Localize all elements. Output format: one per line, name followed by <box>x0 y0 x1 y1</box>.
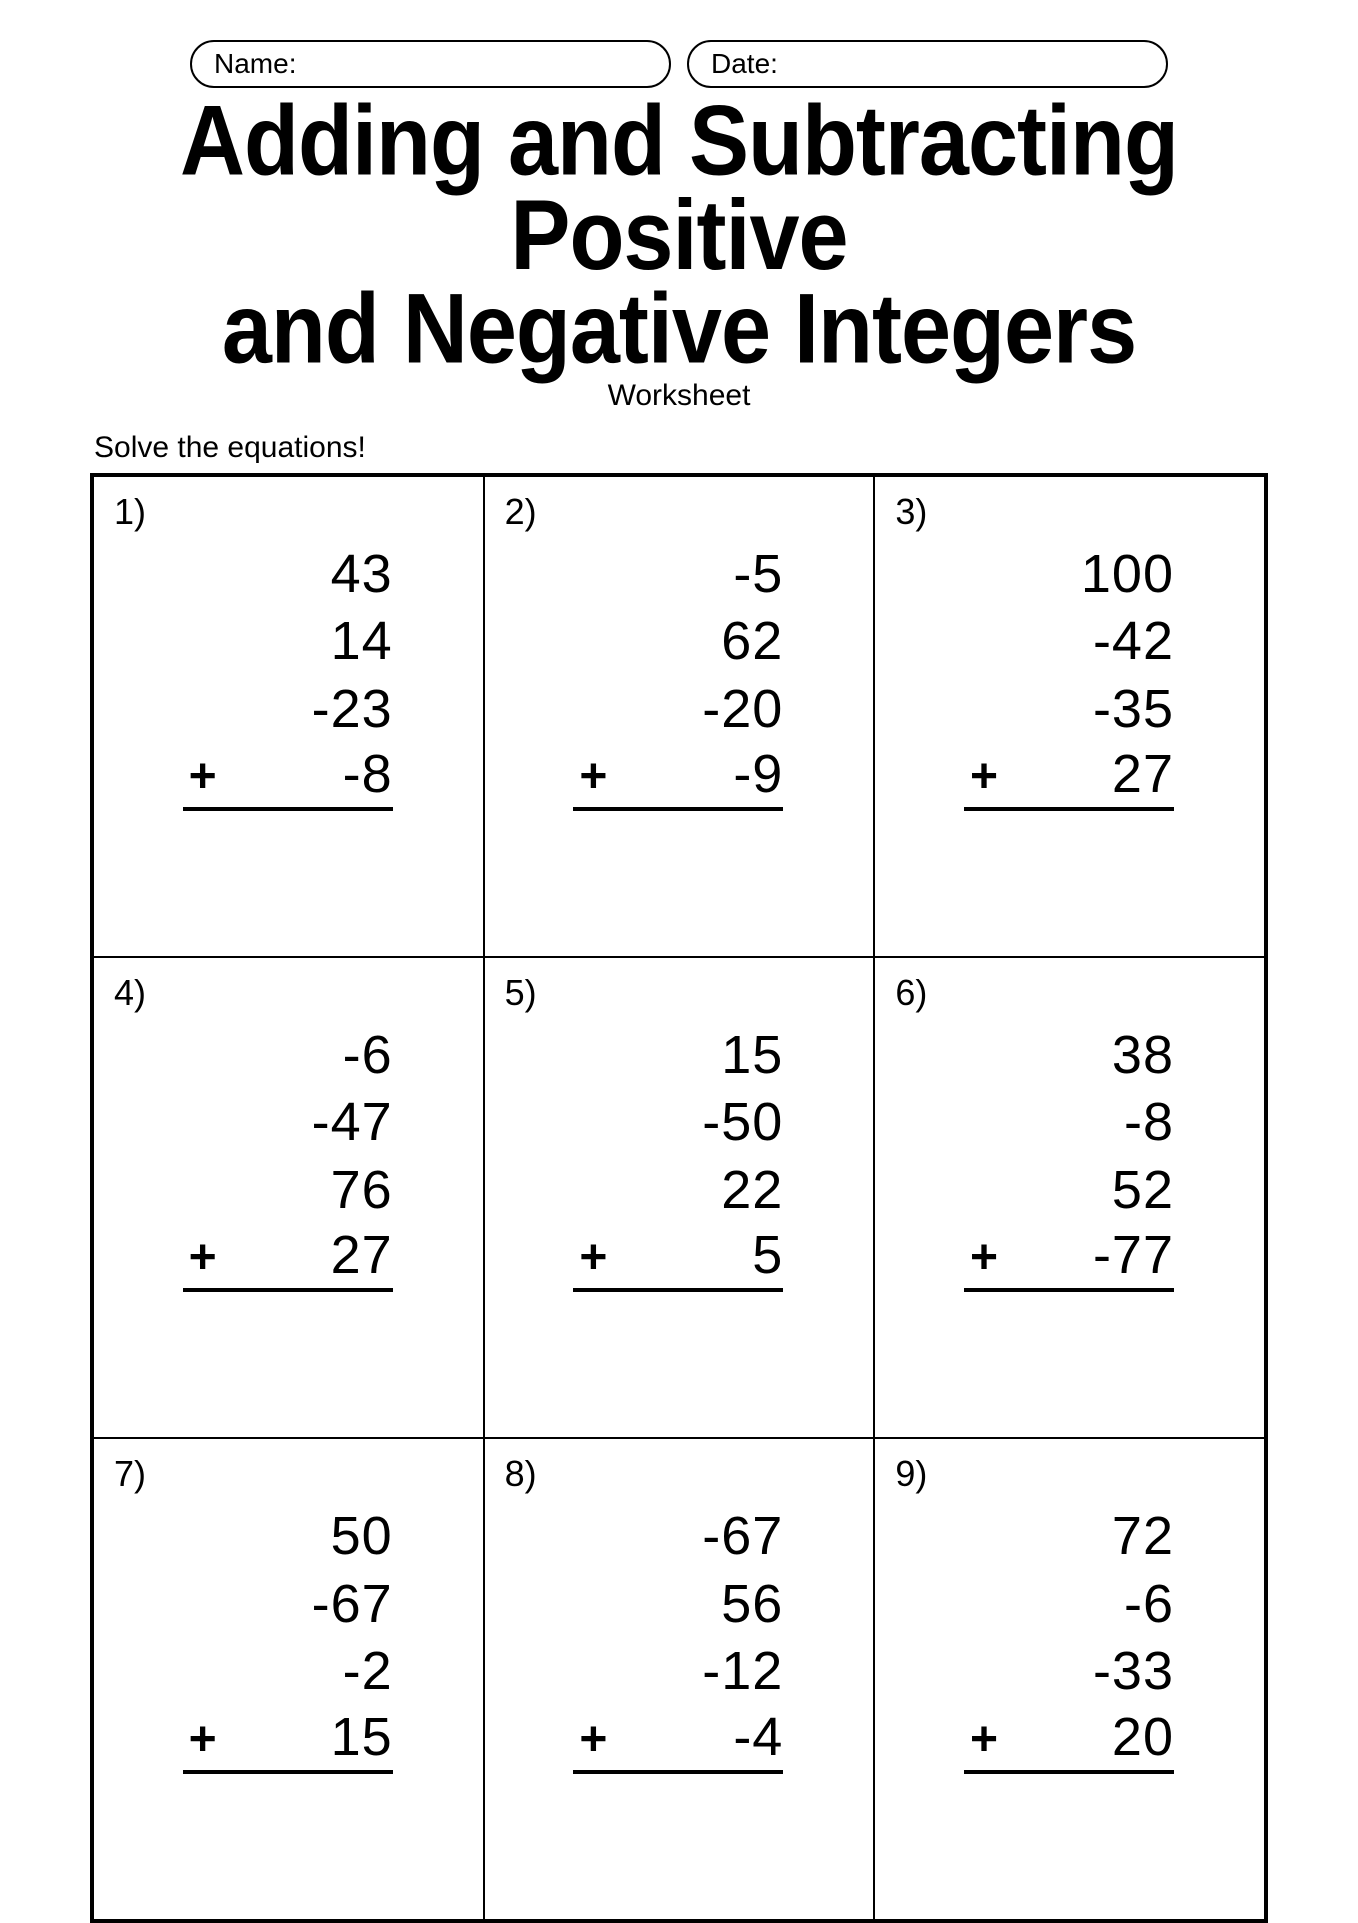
last-row: +-4 <box>573 1706 783 1774</box>
instruction-text: Solve the equations! <box>90 431 1268 465</box>
question-number: 8) <box>505 1453 844 1495</box>
term: 100 <box>964 541 1174 609</box>
operator: + <box>183 749 217 804</box>
question-number: 2) <box>505 491 844 533</box>
number-stack: 100-42-35+27 <box>964 541 1174 812</box>
question-number: 3) <box>895 491 1234 533</box>
term: 72 <box>964 1503 1174 1571</box>
term: -50 <box>573 1089 783 1157</box>
problem-cell: 2) -562-20+-9 <box>484 476 875 957</box>
term: -35 <box>964 676 1174 744</box>
last-row: +5 <box>573 1224 783 1292</box>
last-row: +-9 <box>573 743 783 811</box>
term: 50 <box>183 1503 393 1571</box>
term: 52 <box>964 1157 1174 1225</box>
number-stack: 38-852+-77 <box>964 1022 1174 1293</box>
question-number: 5) <box>505 972 844 1014</box>
term: -12 <box>573 1638 783 1706</box>
question-number: 4) <box>114 972 453 1014</box>
number-stack: -6-4776+27 <box>183 1022 393 1293</box>
operator: + <box>573 1230 607 1285</box>
last-row: +20 <box>964 1706 1174 1774</box>
problem-cell: 6) 38-852+-77 <box>874 957 1265 1438</box>
operator: + <box>964 749 998 804</box>
problem-cell: 3) 100-42-35+27 <box>874 476 1265 957</box>
problem-cell: 8)-6756-12+-4 <box>484 1438 875 1919</box>
name-field[interactable]: Name: <box>190 40 671 88</box>
worksheet-title: Adding and Subtracting Positive and Nega… <box>90 95 1268 377</box>
operator: + <box>573 1712 607 1767</box>
problem-cell: 1) 4314-23+-8 <box>93 476 484 957</box>
last-term: 20 <box>998 1706 1174 1768</box>
term: -23 <box>183 676 393 744</box>
last-row: +27 <box>964 743 1174 811</box>
problem-cell: 7)50-67-2+15 <box>93 1438 484 1919</box>
term: -47 <box>183 1089 393 1157</box>
term: 43 <box>183 541 393 609</box>
problem-cell: 9)72-6-33+20 <box>874 1438 1265 1919</box>
last-term: -9 <box>607 743 783 805</box>
operator: + <box>183 1712 217 1767</box>
term: -6 <box>964 1571 1174 1639</box>
term: 15 <box>573 1022 783 1090</box>
header-fields: Name: Date: <box>90 40 1268 88</box>
question-number: 6) <box>895 972 1234 1014</box>
term: -67 <box>573 1503 783 1571</box>
question-number: 7) <box>114 1453 453 1495</box>
last-term: 5 <box>607 1224 783 1286</box>
number-stack: 15-5022+5 <box>573 1022 783 1293</box>
title-line-2: and Negative Integers <box>222 274 1136 384</box>
operator: + <box>964 1230 998 1285</box>
term: 22 <box>573 1157 783 1225</box>
last-term: -8 <box>217 743 393 805</box>
operator: + <box>183 1230 217 1285</box>
operator: + <box>573 749 607 804</box>
operator: + <box>964 1712 998 1767</box>
problem-grid: 1)4314-23+-82)-562-20+-93)100-42-35+274)… <box>90 473 1268 1923</box>
term: 14 <box>183 608 393 676</box>
last-term: 15 <box>217 1706 393 1768</box>
last-term: 27 <box>217 1224 393 1286</box>
term: -67 <box>183 1571 393 1639</box>
term: -8 <box>964 1089 1174 1157</box>
number-stack: -562-20+-9 <box>573 541 783 812</box>
problem-cell: 4) -6-4776+27 <box>93 957 484 1438</box>
last-row: +27 <box>183 1224 393 1292</box>
term: -20 <box>573 676 783 744</box>
term: 76 <box>183 1157 393 1225</box>
problem-cell: 5) 15-5022+5 <box>484 957 875 1438</box>
question-number: 9) <box>895 1453 1234 1495</box>
term: 38 <box>964 1022 1174 1090</box>
title-line-1: Adding and Subtracting Positive <box>180 86 1178 290</box>
last-row: +-77 <box>964 1224 1174 1292</box>
term: -33 <box>964 1638 1174 1706</box>
date-field[interactable]: Date: <box>687 40 1168 88</box>
last-term: -77 <box>998 1224 1174 1286</box>
term: 56 <box>573 1571 783 1639</box>
question-number: 1) <box>114 491 453 533</box>
last-term: 27 <box>998 743 1174 805</box>
term: -6 <box>183 1022 393 1090</box>
term: 62 <box>573 608 783 676</box>
last-row: +15 <box>183 1706 393 1774</box>
number-stack: -6756-12+-4 <box>573 1503 783 1774</box>
term: -5 <box>573 541 783 609</box>
number-stack: 4314-23+-8 <box>183 541 393 812</box>
last-term: -4 <box>607 1706 783 1768</box>
number-stack: 72-6-33+20 <box>964 1503 1174 1774</box>
number-stack: 50-67-2+15 <box>183 1503 393 1774</box>
term: -2 <box>183 1638 393 1706</box>
term: -42 <box>964 608 1174 676</box>
last-row: +-8 <box>183 743 393 811</box>
